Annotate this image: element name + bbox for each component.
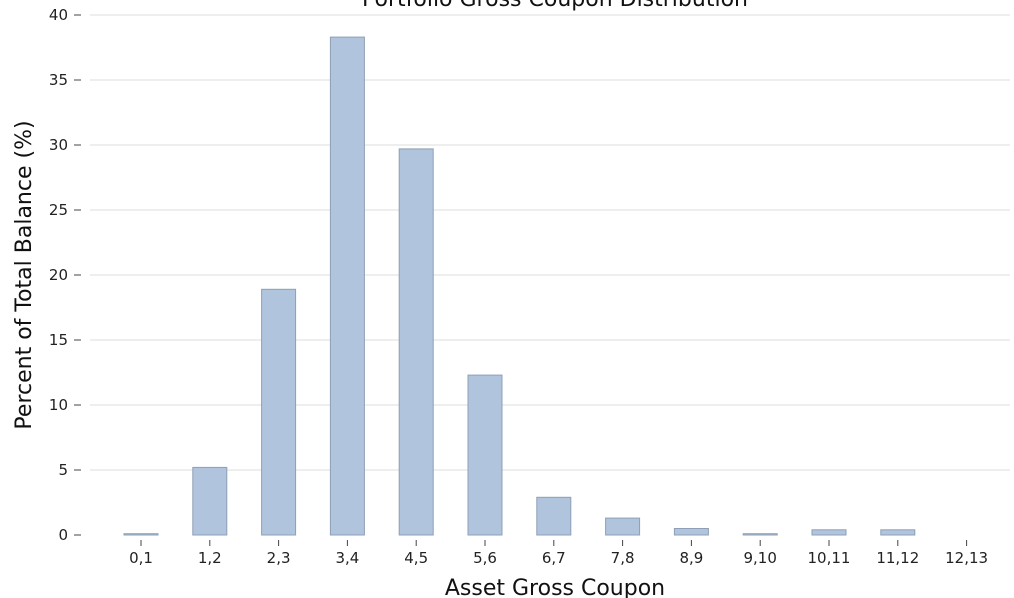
bar-5-6 <box>467 374 503 536</box>
x-tick-label: 4,5 <box>404 549 428 567</box>
y-tick-label: 15 <box>49 331 68 349</box>
chart-title: Portfolio Gross Coupon Distribution <box>362 0 748 12</box>
y-axis-ticks: 0 5 10 15 20 25 30 35 40 <box>49 6 81 544</box>
x-axis-ticks: 0,1 1,2 2,3 3,4 4,5 5,6 6,7 7,8 8,9 9,10 10,11 11,1… <box>129 540 988 567</box>
x-tick-label: 3,4 <box>335 549 359 567</box>
y-tick-label: 10 <box>49 396 68 414</box>
y-tick-label: 5 <box>58 461 68 479</box>
x-tick-label: 0,1 <box>129 549 153 567</box>
bar-2-3 <box>261 288 297 536</box>
x-tick-label: 12,13 <box>945 549 988 567</box>
bar-6-7 <box>536 496 572 536</box>
bars <box>123 36 916 536</box>
bar-7-8 <box>605 517 641 536</box>
x-tick-label: 8,9 <box>679 549 703 567</box>
bar-10-11 <box>811 529 847 536</box>
bar-3-4 <box>329 36 365 536</box>
bar-1-2 <box>192 466 228 536</box>
x-tick-label: 5,6 <box>473 549 497 567</box>
bar-4-5 <box>398 148 434 536</box>
y-tick-label: 25 <box>49 201 68 219</box>
y-tick-label: 30 <box>49 136 68 154</box>
x-tick-label: 11,12 <box>876 549 919 567</box>
x-tick-label: 7,8 <box>611 549 635 567</box>
bar-9-10 <box>742 533 778 536</box>
bar-11-12 <box>880 529 916 536</box>
y-axis-title: Percent of Total Balance (%) <box>12 120 37 429</box>
grid-lines <box>90 14 1010 471</box>
y-tick-label: 0 <box>58 526 68 544</box>
x-tick-label: 2,3 <box>267 549 291 567</box>
y-tick-label: 35 <box>49 71 68 89</box>
x-axis-title: Asset Gross Coupon <box>445 576 665 598</box>
y-tick-label: 40 <box>49 6 68 24</box>
bar-0-1 <box>123 533 159 536</box>
bar-8-9 <box>673 528 709 536</box>
x-tick-label: 1,2 <box>198 549 222 567</box>
x-tick-label: 6,7 <box>542 549 566 567</box>
x-tick-label: 9,10 <box>743 549 776 567</box>
x-tick-label: 10,11 <box>808 549 851 567</box>
y-tick-label: 20 <box>49 266 68 284</box>
